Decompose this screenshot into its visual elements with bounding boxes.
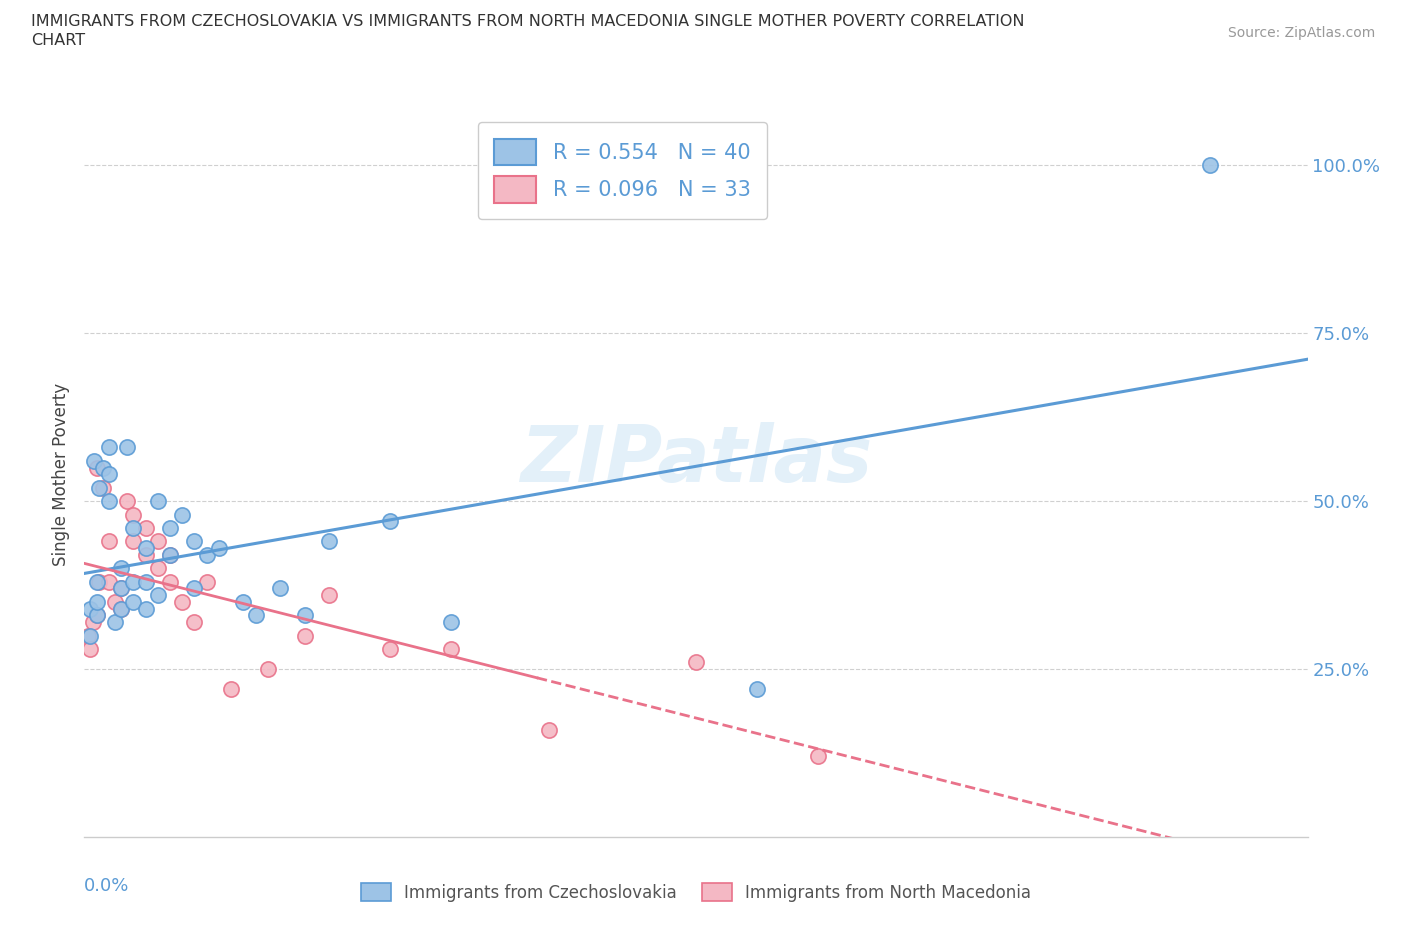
Point xyxy=(97,467,120,482)
Point xyxy=(87,480,110,495)
Legend: Immigrants from Czechoslovakia, Immigrants from North Macedonia: Immigrants from Czechoslovakia, Immigran… xyxy=(354,876,1038,909)
Text: IMMIGRANTS FROM CZECHOSLOVAKIA VS IMMIGRANTS FROM NORTH MACEDONIA SINGLE MOTHER : IMMIGRANTS FROM CZECHOSLOVAKIA VS IMMIGR… xyxy=(31,14,1025,29)
Point xyxy=(380,514,402,529)
Point xyxy=(79,628,101,643)
Point xyxy=(269,581,291,596)
Point xyxy=(91,460,114,475)
Point xyxy=(807,749,830,764)
Point xyxy=(159,521,181,536)
Point xyxy=(91,480,114,495)
Point xyxy=(135,575,157,590)
Point xyxy=(257,661,280,676)
Point xyxy=(77,628,100,643)
Point xyxy=(146,534,169,549)
Point xyxy=(122,534,145,549)
Text: 0.0%: 0.0% xyxy=(84,877,129,895)
Point xyxy=(172,507,194,522)
Point xyxy=(380,642,402,657)
Point xyxy=(159,548,181,563)
Point xyxy=(146,588,169,603)
Text: Source: ZipAtlas.com: Source: ZipAtlas.com xyxy=(1227,26,1375,40)
Point xyxy=(97,534,120,549)
Point xyxy=(685,655,707,670)
Point xyxy=(159,548,181,563)
Point xyxy=(135,521,157,536)
Point xyxy=(86,575,108,590)
Text: ZIPatlas: ZIPatlas xyxy=(520,422,872,498)
Point xyxy=(294,608,316,623)
Point xyxy=(115,440,138,455)
Point xyxy=(195,548,218,563)
Point xyxy=(115,494,138,509)
Point xyxy=(146,494,169,509)
Point xyxy=(135,548,157,563)
Point xyxy=(159,575,181,590)
Point xyxy=(183,581,205,596)
Point xyxy=(318,588,340,603)
Point xyxy=(86,608,108,623)
Point xyxy=(104,615,127,630)
Point xyxy=(82,615,104,630)
Point xyxy=(208,540,231,555)
Y-axis label: Single Mother Poverty: Single Mother Poverty xyxy=(52,383,70,565)
Point xyxy=(219,682,242,697)
Text: CHART: CHART xyxy=(31,33,84,47)
Point xyxy=(183,615,205,630)
Point xyxy=(538,722,561,737)
Point xyxy=(183,534,205,549)
Point xyxy=(1198,158,1220,173)
Point xyxy=(172,594,194,609)
Point xyxy=(440,642,463,657)
Point xyxy=(110,601,132,616)
Point xyxy=(122,594,145,609)
Point xyxy=(135,601,157,616)
Point xyxy=(294,628,316,643)
Point xyxy=(97,575,120,590)
Point xyxy=(86,594,108,609)
Point xyxy=(110,561,132,576)
Point xyxy=(104,594,127,609)
Point xyxy=(747,682,769,697)
Point xyxy=(318,534,340,549)
Point xyxy=(122,521,145,536)
Point xyxy=(97,494,120,509)
Point xyxy=(146,561,169,576)
Point xyxy=(97,440,120,455)
Point xyxy=(110,601,132,616)
Point xyxy=(122,507,145,522)
Point xyxy=(87,575,110,590)
Point xyxy=(440,615,463,630)
Point xyxy=(83,454,105,469)
Point xyxy=(79,642,101,657)
Point xyxy=(245,608,267,623)
Point xyxy=(135,540,157,555)
Point xyxy=(110,581,132,596)
Point xyxy=(195,575,218,590)
Point xyxy=(232,594,254,609)
Point xyxy=(110,581,132,596)
Point xyxy=(86,460,108,475)
Point xyxy=(122,575,145,590)
Point xyxy=(86,608,108,623)
Point xyxy=(79,601,101,616)
